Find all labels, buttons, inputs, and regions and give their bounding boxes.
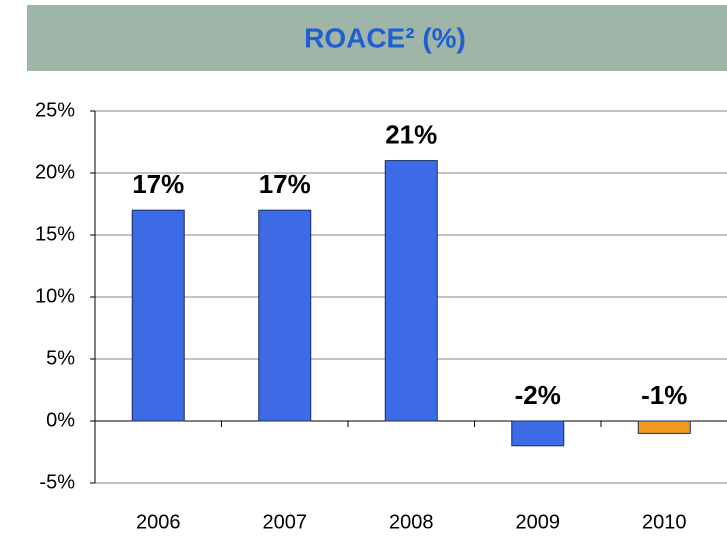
bar [637, 420, 691, 434]
title-band [27, 5, 727, 71]
y-tick-label: 20% [35, 161, 75, 183]
y-tick-label: 0% [46, 409, 75, 431]
bar [131, 209, 185, 422]
y-tick-label: 25% [35, 99, 75, 121]
data-label: -2% [515, 380, 561, 410]
x-tick-label: 2006 [136, 511, 181, 533]
data-label: 17% [132, 169, 184, 199]
bar [384, 160, 438, 422]
chart-title: ROACE² (%) [304, 22, 466, 53]
y-tick-label: 15% [35, 223, 75, 245]
data-label: 17% [259, 169, 311, 199]
y-tick-label: 5% [46, 347, 75, 369]
data-label: -1% [641, 380, 687, 410]
y-tick-label: -5% [39, 471, 75, 493]
bar [258, 209, 312, 422]
data-label: 21% [385, 119, 437, 149]
x-tick-label: 2010 [642, 511, 687, 533]
y-tick-label: 10% [35, 285, 75, 307]
x-tick-label: 2007 [263, 511, 308, 533]
x-tick-label: 2008 [389, 511, 434, 533]
bar [511, 420, 565, 447]
x-tick-label: 2009 [516, 511, 561, 533]
